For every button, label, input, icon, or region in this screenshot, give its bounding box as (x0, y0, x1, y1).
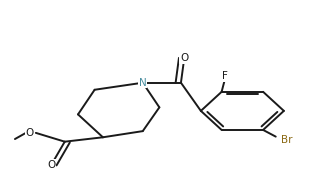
Text: N: N (139, 78, 147, 88)
Text: O: O (47, 160, 55, 169)
Text: F: F (222, 71, 228, 81)
Text: Br: Br (281, 136, 292, 146)
Text: O: O (180, 53, 188, 63)
Text: O: O (26, 128, 34, 138)
